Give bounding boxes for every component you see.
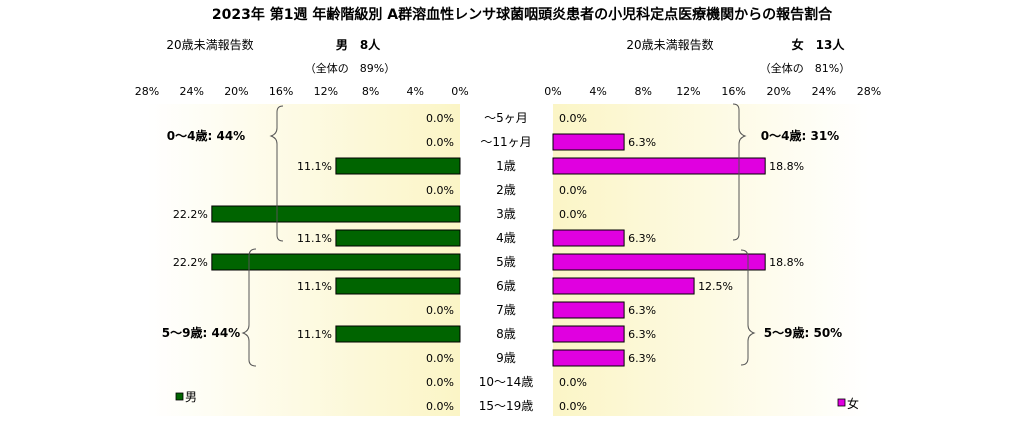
female-bar xyxy=(552,133,625,151)
male-value-label: 11.1% xyxy=(297,160,332,173)
female-group-5-9: 5～9歳: 50% xyxy=(764,325,842,340)
male-value-label: 0.0% xyxy=(426,112,454,125)
female-header-label: 20歳未満報告数 xyxy=(626,37,713,52)
category-label: ～11ヶ月 xyxy=(480,135,531,149)
female-tick-label: 20% xyxy=(766,85,790,98)
male-value-label: 11.1% xyxy=(297,280,332,293)
male-bar xyxy=(335,229,461,247)
female-header-count: 女 13人 xyxy=(792,37,846,52)
female-group-0-4: 0～4歳: 31% xyxy=(761,128,839,143)
category-label: 7歳 xyxy=(496,303,516,317)
male-tick-label: 28% xyxy=(135,85,159,98)
female-bar xyxy=(552,301,625,319)
male-header-total: （全体の 89%） xyxy=(305,61,395,75)
female-tick-label: 16% xyxy=(721,85,745,98)
female-brace-5-9 xyxy=(740,249,756,366)
female-value-label: 0.0% xyxy=(559,208,587,221)
category-label: ～5ヶ月 xyxy=(484,111,528,125)
female-bar xyxy=(552,253,766,271)
male-bar xyxy=(335,157,461,175)
male-bar xyxy=(211,253,461,271)
female-header-total: （全体の 81%） xyxy=(760,61,850,75)
female-bar xyxy=(552,277,695,295)
male-tick-label: 0% xyxy=(451,85,468,98)
female-bar xyxy=(552,229,625,247)
male-tick-label: 8% xyxy=(362,85,379,98)
male-value-label: 0.0% xyxy=(426,352,454,365)
female-legend-swatch xyxy=(837,398,846,407)
category-label: 1歳 xyxy=(496,159,516,173)
female-value-label: 6.3% xyxy=(628,136,656,149)
female-value-label: 0.0% xyxy=(559,400,587,413)
male-value-label: 11.1% xyxy=(297,328,332,341)
category-label: 3歳 xyxy=(496,207,516,221)
category-labels: ～5ヶ月 ～11ヶ月 1歳 2歳 3歳 4歳 5歳 6歳 7歳 8歳 9歳 10～14歳 15～19歳 xyxy=(479,111,534,413)
female-tick-label: 0% xyxy=(544,85,561,98)
female-value-label: 6.3% xyxy=(628,304,656,317)
male-legend-swatch xyxy=(175,392,184,401)
male-tick-label: 24% xyxy=(179,85,203,98)
male-tick-label: 20% xyxy=(224,85,248,98)
male-value-label: 0.0% xyxy=(426,184,454,197)
male-tick-labels: 0% 4% 8% 12% 16% 20% 24% 28% xyxy=(135,85,469,98)
female-value-label: 6.3% xyxy=(628,232,656,245)
female-value-label: 12.5% xyxy=(698,280,733,293)
male-tick-label: 4% xyxy=(407,85,424,98)
male-value-label: 0.0% xyxy=(426,136,454,149)
male-tick-label: 12% xyxy=(314,85,338,98)
male-value-label: 22.2% xyxy=(173,208,208,221)
female-bar xyxy=(552,349,625,367)
male-value-label: 0.0% xyxy=(426,376,454,389)
male-value-label: 0.0% xyxy=(426,400,454,413)
category-label: 4歳 xyxy=(496,231,516,245)
female-value-label: 6.3% xyxy=(628,328,656,341)
female-bar xyxy=(552,325,625,343)
female-tick-label: 12% xyxy=(676,85,700,98)
category-label: 8歳 xyxy=(496,327,516,341)
female-brace-0-4 xyxy=(732,103,747,241)
male-brace-5-9 xyxy=(241,248,257,367)
female-value-label: 18.8% xyxy=(769,256,804,269)
female-value-label: 0.0% xyxy=(559,184,587,197)
male-header-count: 男 8人 xyxy=(336,37,381,52)
female-tick-label: 24% xyxy=(812,85,836,98)
male-group-0-4: 0～4歳: 44% xyxy=(167,128,245,143)
chart-title: 2023年 第1週 年齢階級別 A群溶血性レンサ球菌咽頭炎患者の小児科定点医療機… xyxy=(212,6,833,23)
female-tick-labels: 0% 4% 8% 12% 16% 20% 24% 28% xyxy=(544,85,881,98)
female-tick-label: 8% xyxy=(635,85,652,98)
female-value-label: 6.3% xyxy=(628,352,656,365)
female-value-label: 18.8% xyxy=(769,160,804,173)
female-tick-label: 4% xyxy=(589,85,606,98)
male-bar xyxy=(211,205,461,223)
male-value-label: 22.2% xyxy=(173,256,208,269)
category-label: 10～14歳 xyxy=(479,375,534,389)
category-label: 6歳 xyxy=(496,279,516,293)
female-value-label: 0.0% xyxy=(559,112,587,125)
category-label: 5歳 xyxy=(496,255,516,269)
male-bar xyxy=(335,325,461,343)
male-tick-label: 16% xyxy=(269,85,293,98)
female-value-label: 0.0% xyxy=(559,376,587,389)
female-tick-label: 28% xyxy=(857,85,881,98)
male-header-label: 20歳未満報告数 xyxy=(166,37,253,52)
male-value-label: 11.1% xyxy=(297,232,332,245)
female-legend-label: 女 xyxy=(847,396,859,411)
category-label: 2歳 xyxy=(496,183,516,197)
male-bars: 0.0% 0.0% 11.1% 0.0% 22.2% 11.1% 22.2% 11.1% 0.0… xyxy=(173,112,461,413)
male-value-label: 0.0% xyxy=(426,304,454,317)
male-bar xyxy=(335,277,461,295)
category-label: 15～19歳 xyxy=(479,399,534,413)
male-brace-0-4 xyxy=(269,105,284,242)
category-label: 9歳 xyxy=(496,351,516,365)
female-bar xyxy=(552,157,766,175)
female-bars: 0.0% 6.3% 18.8% 0.0% 0.0% 6.3% 18.8% 12.5% 6.3% 6… xyxy=(552,112,804,413)
male-legend-label: 男 xyxy=(185,390,197,404)
male-group-5-9: 5～9歳: 44% xyxy=(162,325,240,340)
